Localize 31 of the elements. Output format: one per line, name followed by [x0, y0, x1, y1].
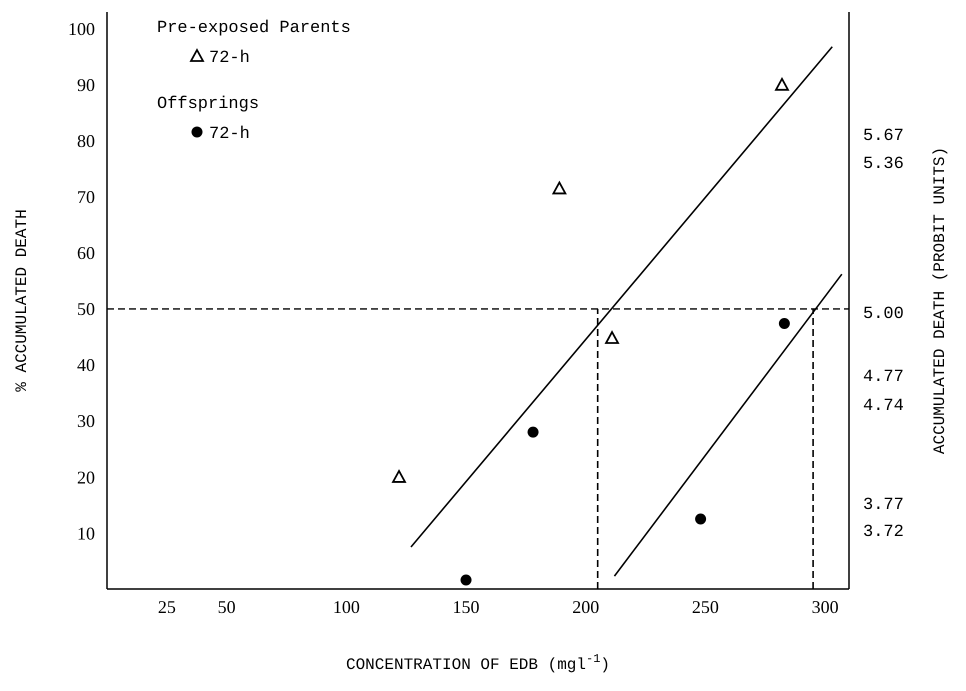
y-tick-label: 100: [68, 19, 95, 40]
x-tick-label: 200: [572, 597, 600, 617]
y-tick-label: 30: [77, 411, 95, 432]
text: 4.77: [863, 368, 904, 387]
x-tick-label: 250: [692, 597, 719, 617]
x-tick-label: 100: [332, 597, 360, 617]
y-tick-label: 20: [77, 467, 95, 488]
y-tick-label: 80: [77, 131, 95, 152]
annotation: Offsprings: [157, 95, 260, 114]
annotation: Pre-exposed Parents: [157, 19, 351, 38]
y-axis-title: % ACCUMULATED DEATH: [13, 209, 31, 392]
x-tick-label: 25: [158, 597, 176, 617]
text: 3.77: [863, 496, 904, 515]
y-tick-label: 50: [77, 299, 95, 320]
legend-label: 72-h: [209, 49, 250, 68]
text: 3.72: [863, 522, 904, 542]
text: ACCUMULATED DEATH (PROBIT UNITS): [931, 146, 949, 454]
text: 4.74: [863, 396, 904, 416]
text: 5.67: [863, 126, 904, 146]
text: 5.00: [863, 304, 904, 324]
x-tick-label: 300: [812, 597, 839, 617]
y-tick-label: 40: [77, 355, 95, 376]
y-tick-label: 10: [77, 523, 95, 544]
y-tick-label: 70: [77, 187, 95, 208]
y-tick-label: 90: [77, 75, 95, 96]
x-tick-label: 150: [452, 597, 480, 617]
x-axis-title: CONCENTRATION OF EDB (mgl$^{-1}$): [346, 652, 610, 674]
text: 5.36: [863, 154, 904, 174]
legend-label: 72-h: [209, 125, 250, 144]
y-tick-label: 60: [77, 243, 95, 264]
x-tick-label: 50: [218, 597, 236, 617]
